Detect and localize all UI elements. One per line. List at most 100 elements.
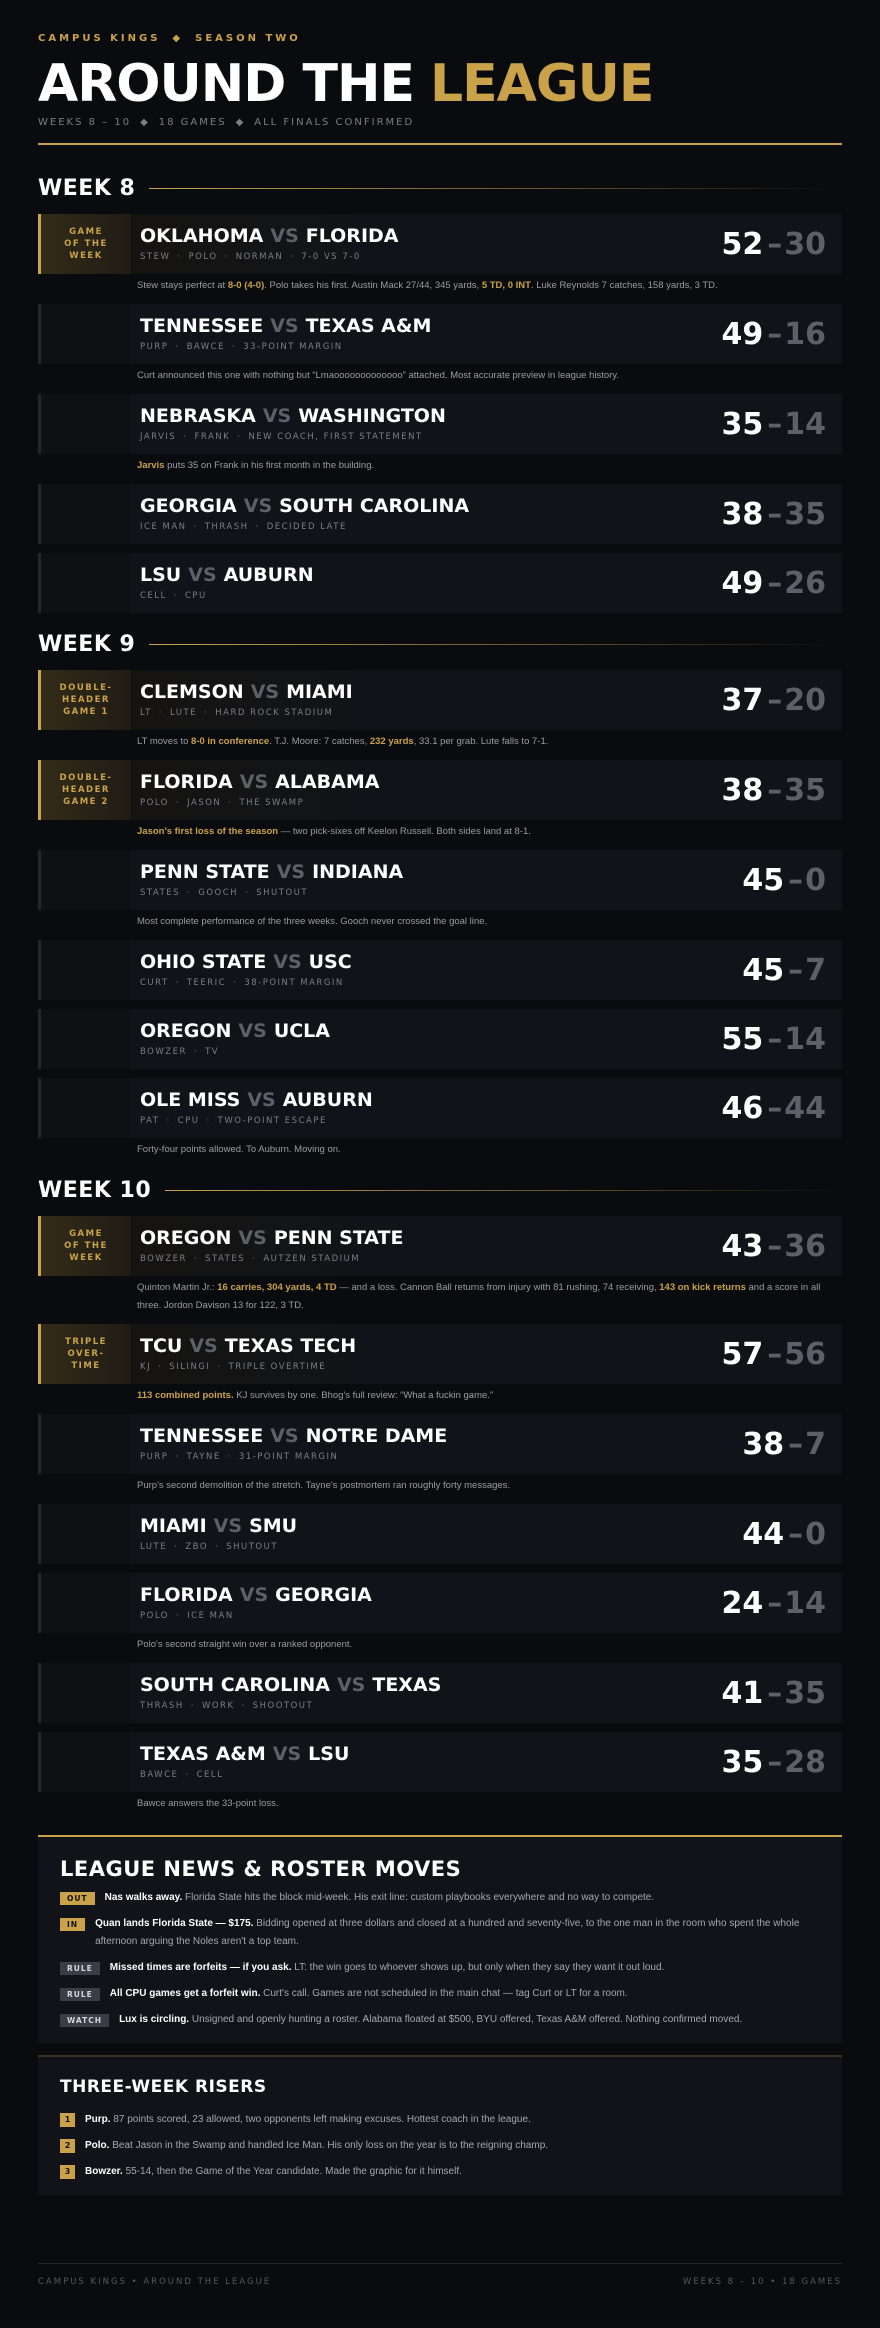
game-tag (38, 1573, 131, 1633)
score-loser-group: –30 (763, 227, 826, 262)
meta-item: CELL (196, 1770, 224, 1780)
meta-item: SILINGI (169, 1362, 211, 1372)
meta-item: TAYNE (186, 1452, 221, 1462)
game-note: Curt announced this one with nothing but… (137, 367, 842, 385)
game-meta: PAT · CPU · TWO-POINT ESCAPE (140, 1114, 373, 1128)
game-tag-line: TIME (71, 1361, 101, 1371)
score-loser-group: –28 (763, 1745, 826, 1780)
note-highlight: Jason's first loss of the season (137, 826, 279, 837)
game-tag-line: GAME (69, 1229, 103, 1239)
separator: · (241, 1701, 246, 1711)
meta-item: 31-POINT MARGIN (238, 1452, 339, 1462)
matchup: LSU VS AUBURN (140, 563, 314, 587)
riser-name: Bowzer. (85, 2166, 123, 2177)
score-winner: 49 (721, 565, 764, 601)
meta-item: CELL (140, 591, 167, 601)
versus: VS (243, 495, 273, 517)
news-tag: RULE (60, 1962, 100, 1975)
note-text: Stew stays perfect at (137, 280, 228, 291)
score: 44 –0 (742, 1517, 826, 1552)
note-text: Quinton Martin Jr.: (137, 1282, 218, 1293)
score: 55 –14 (722, 1022, 827, 1057)
week-line (149, 643, 842, 645)
meta-item: LUTE (140, 1542, 168, 1552)
game-card: MIAMI VS SMU LUTE · ZBO · SHUTOUT 44 –0 (38, 1504, 842, 1564)
footer-right: WEEKS 8 – 10 • 18 GAMES (682, 2277, 842, 2287)
game: GAME OF THE WEEK OREGON VS PENN STATE BOWZER · S… (38, 1216, 842, 1315)
separator: · (183, 432, 188, 442)
news-item: RULE Missed times are forfeits — if you a… (60, 1959, 820, 1977)
separator: · (227, 1452, 232, 1462)
game-body: TEXAS A&M VS LSU BAWCE · CELL 35 –28 (131, 1732, 842, 1792)
versus: VS (273, 951, 302, 973)
score-winner: 38 (721, 496, 764, 532)
score-winner: 37 (721, 682, 764, 718)
game-card: DOUBLE- HEADER GAME 2 FLORIDA VS ALABAMA POLO ·… (38, 760, 842, 820)
riser-item: 3 Bowzer. 55-14, then the Game of the Yea… (60, 2163, 820, 2181)
news-title: LEAGUE NEWS & ROSTER MOVES (60, 1857, 462, 1881)
score-dash: – (767, 772, 783, 808)
score-loser-group: –35 (763, 1676, 826, 1711)
game-note: LT moves to 8-0 in conference. T.J. Moor… (137, 733, 842, 751)
separator: · (175, 1611, 181, 1621)
team-loser: LSU (308, 1743, 350, 1765)
meta-item: KJ (140, 1362, 152, 1372)
score-loser-group: –44 (763, 1091, 826, 1126)
game-note: Purp's second demolition of the stretch.… (137, 1477, 842, 1495)
game-card: OHIO STATE VS USC CURT · TEERIC · 38-POINT MARG… (38, 940, 842, 1000)
game-card: GEORGIA VS SOUTH CAROLINA ICE MAN · THRASH · DE… (38, 484, 842, 544)
versus: VS (270, 225, 299, 247)
meta-item: ICE MAN (187, 1611, 234, 1621)
separator: · (224, 252, 229, 262)
meta-item: SHUTOUT (256, 888, 309, 898)
meta-item: BAWCE (186, 342, 225, 352)
game-tag-line: WEEK (69, 1253, 103, 1263)
game-tag (38, 1663, 131, 1723)
game: TENNESSEE VS NOTRE DAME PURP · TAYNE · 31-POINT… (38, 1414, 842, 1495)
team-loser: ALABAMA (275, 771, 380, 793)
score-dash: – (767, 1228, 783, 1264)
game-info: OLE MISS VS AUBURN PAT · CPU · TWO-POINT ESCAPE (140, 1088, 373, 1128)
week-line (149, 187, 842, 189)
matchup: FLORIDA VS GEORGIA (140, 1583, 372, 1607)
week-label: WEEK 9 (38, 631, 136, 657)
versus: VS (239, 1584, 269, 1606)
game-tag-line: OF THE (64, 1241, 108, 1251)
game: LSU VS AUBURN CELL · CPU 49 –26 (38, 553, 842, 613)
game-meta: ICE MAN · THRASH · DECIDED LATE (140, 520, 469, 534)
game-body: CLEMSON VS MIAMI LT · LUTE · HARD ROCK STADIUM 3… (131, 670, 842, 730)
separator: · (206, 1116, 211, 1126)
score-dash: – (767, 565, 783, 601)
score-loser: 7 (805, 952, 826, 988)
score-winner: 24 (721, 1585, 764, 1621)
note-text: puts 35 on Frank in his first month in t… (164, 460, 375, 471)
news-body: Bidding opened at three dollars and clos… (95, 1918, 800, 1947)
score-loser-group: –35 (763, 497, 826, 532)
team-winner: OREGON (140, 1020, 232, 1042)
meta-item: TWO-POINT ESCAPE (217, 1116, 327, 1126)
score-winner: 44 (742, 1516, 785, 1552)
score-loser: 35 (784, 496, 826, 532)
meta-item: POLO (140, 1611, 169, 1621)
game-meta: KJ · SILINGI · TRIPLE OVERTIME (140, 1360, 356, 1374)
score: 49 –16 (722, 317, 827, 352)
score: 35 –28 (722, 1745, 827, 1780)
score-loser: 16 (784, 316, 826, 352)
game-note: Bawce answers the 33-point loss. (137, 1795, 842, 1813)
score-loser-group: –14 (763, 1022, 826, 1057)
meta-item: CPU (184, 591, 207, 601)
note-text: Bawce answers the 33-point loss. (137, 1798, 279, 1809)
team-loser: AUBURN (223, 564, 314, 586)
team-loser: MIAMI (286, 681, 353, 703)
news-tag: WATCH (60, 2014, 110, 2027)
separator: · (193, 522, 198, 532)
subtitle: WEEKS 8 – 10 ◆ 18 GAMES ◆ ALL FINALS CONFIRM… (38, 116, 842, 130)
score-loser-group: –35 (763, 773, 826, 808)
score-loser: 14 (784, 406, 826, 442)
score: 24 –14 (722, 1586, 827, 1621)
score-dash: – (767, 316, 783, 352)
score-dash: – (788, 1426, 804, 1462)
news-lead: Lux is circling. (119, 2014, 190, 2025)
game-body: FLORIDA VS GEORGIA POLO · ICE MAN 24 –14 (131, 1573, 842, 1633)
note-highlight: 8-0 in conference (191, 736, 270, 747)
